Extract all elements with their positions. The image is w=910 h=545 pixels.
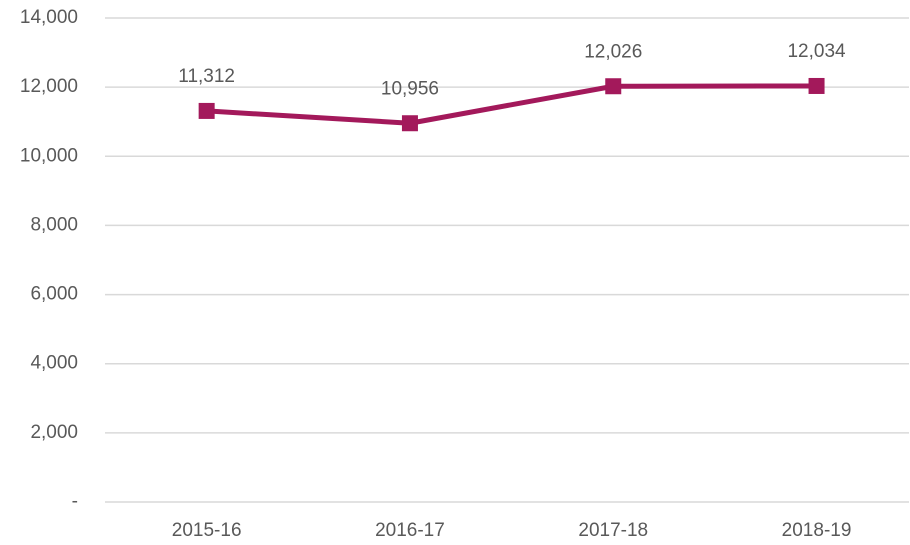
x-tick-label: 2017-18 [578,520,648,541]
data-label: 11,312 [178,66,235,87]
line [206,83,817,126]
x-tick-label: 2016-17 [375,520,445,541]
data-label: 12,034 [787,41,846,62]
y-tick-label: 4,000 [30,353,78,374]
y-tick-label: 14,000 [20,7,78,28]
x-tick-label: 2015-16 [172,520,242,541]
y-tick-label: 12,000 [20,76,78,97]
y-tick-label: - [72,491,78,512]
y-tick-label: 2,000 [30,422,78,443]
x-tick-label: 2018-19 [782,520,852,541]
marker [198,102,215,119]
y-tick-label: 6,000 [30,284,78,305]
marker [401,115,418,132]
marker [808,77,825,94]
y-tick-label: 10,000 [20,145,78,166]
data-label: 10,956 [381,78,439,99]
data-label: 12,026 [584,41,642,62]
y-tick-label: 8,000 [30,214,78,235]
marker [605,78,622,95]
